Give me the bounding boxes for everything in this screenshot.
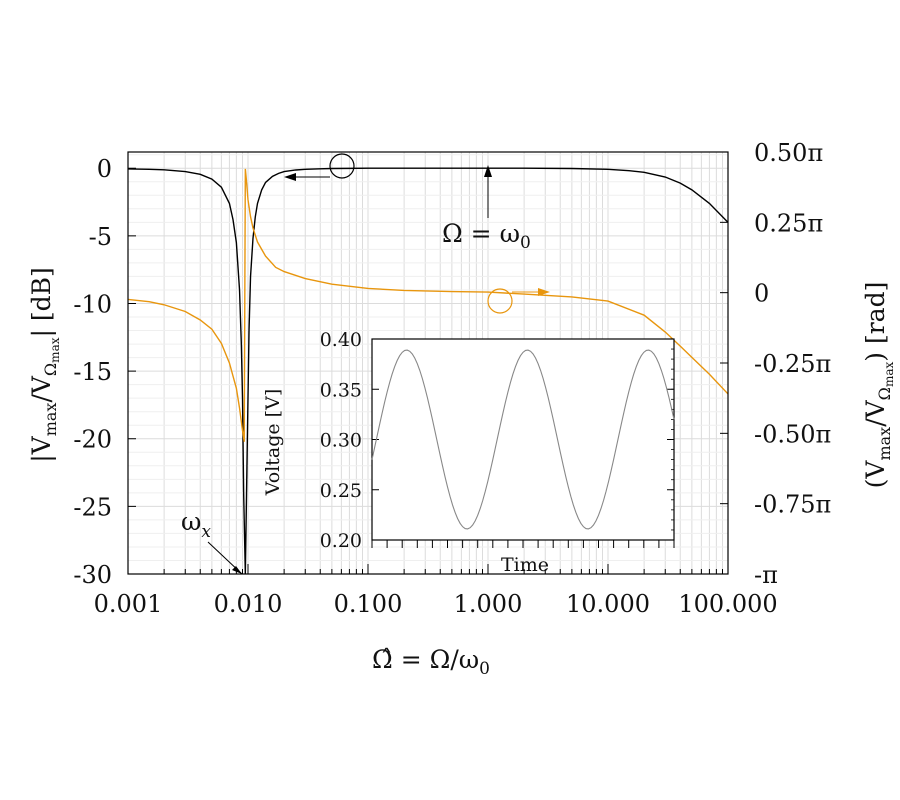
left-y-tick-label: -5 (89, 223, 112, 251)
right-y-tick-label: 0.25π (754, 209, 823, 237)
inset-y-tick-label: 0.25 (320, 480, 362, 502)
phase-axis-indicator (487, 288, 550, 314)
omega0-arrowhead (484, 165, 492, 177)
inset-x-axis-title: Time (501, 554, 549, 576)
left-y-tick-label: -25 (73, 493, 112, 521)
x-tick-label: 0.100 (334, 590, 403, 618)
phase-indicator-circle (487, 288, 513, 314)
inset-background (371, 338, 675, 541)
omega-x-annotation: ωx (181, 507, 243, 575)
left-y-tick-label: 0 (97, 155, 112, 183)
inset-y-tick-label: 0.30 (320, 430, 362, 452)
x-tick-label: 0.010 (214, 590, 283, 618)
series-layer (127, 167, 729, 575)
left-y-tick-label: -30 (73, 561, 112, 589)
inset-series (371, 349, 675, 530)
x-tick-labels: 0.001 0.010 0.100 1.000 10.000 100.000 (94, 590, 778, 618)
omega0-annotation: Ω = ω0 (442, 165, 531, 253)
x-tick-label: 0.001 (94, 590, 163, 618)
right-y-tick-label: -0.25π (754, 350, 831, 378)
main-plot-frame (127, 151, 729, 575)
omega-x-label: ωx (181, 507, 211, 542)
inset-ticks (371, 338, 675, 548)
right-y-axis-title: (Vmax/VΩmax) [rad] (861, 282, 896, 489)
inset-y-axis-title: Voltage [V] (262, 389, 284, 496)
inset-chart: 0.40 0.35 0.30 0.25 0.20 Voltage [V] Time (262, 329, 675, 576)
left-y-tick-label: -20 (73, 426, 112, 454)
right-y-tick-labels: 0.50π 0.25π 0 -0.25π -0.50π -0.75π -π (754, 139, 831, 589)
inset-y-tick-label: 0.35 (320, 379, 362, 401)
x-tick-label: 100.000 (678, 590, 777, 618)
omega0-label: Ω = ω0 (442, 219, 531, 253)
left-y-axis-title: |Vmax/VΩmax| [dB] (27, 267, 62, 463)
inset-y-tick-label: 0.40 (320, 329, 362, 351)
x-axis-title: Ω̂ = Ω/ω0 (372, 645, 490, 679)
inset-y-tick-labels: 0.40 0.35 0.30 0.25 0.20 (320, 329, 362, 552)
phase-indicator-arrowhead (538, 288, 550, 296)
right-y-tick-label: -0.75π (754, 491, 831, 519)
right-y-tick-label: -π (754, 561, 778, 589)
magnitude-indicator-circle (329, 153, 355, 179)
x-tick-label: 10.000 (566, 590, 650, 618)
main-ticks (127, 151, 728, 575)
right-y-tick-label: 0 (754, 280, 769, 308)
right-y-tick-label: 0.50π (754, 139, 823, 167)
magnitude-axis-indicator (284, 153, 355, 181)
left-y-tick-label: -10 (73, 290, 112, 318)
left-y-tick-label: -15 (73, 358, 112, 386)
magnitude-series-line (127, 167, 729, 575)
right-y-tick-label: -0.50π (754, 420, 831, 448)
inset-voltage-line (371, 349, 675, 530)
left-y-tick-labels: 0 -5 -10 -15 -20 -25 -30 (73, 155, 112, 589)
omega-x-arrowhead (232, 566, 242, 574)
magnitude-indicator-arrowhead (284, 173, 296, 181)
phase-series-line (127, 168, 729, 442)
x-tick-label: 1.000 (454, 590, 523, 618)
inset-y-tick-label: 0.20 (320, 530, 362, 552)
